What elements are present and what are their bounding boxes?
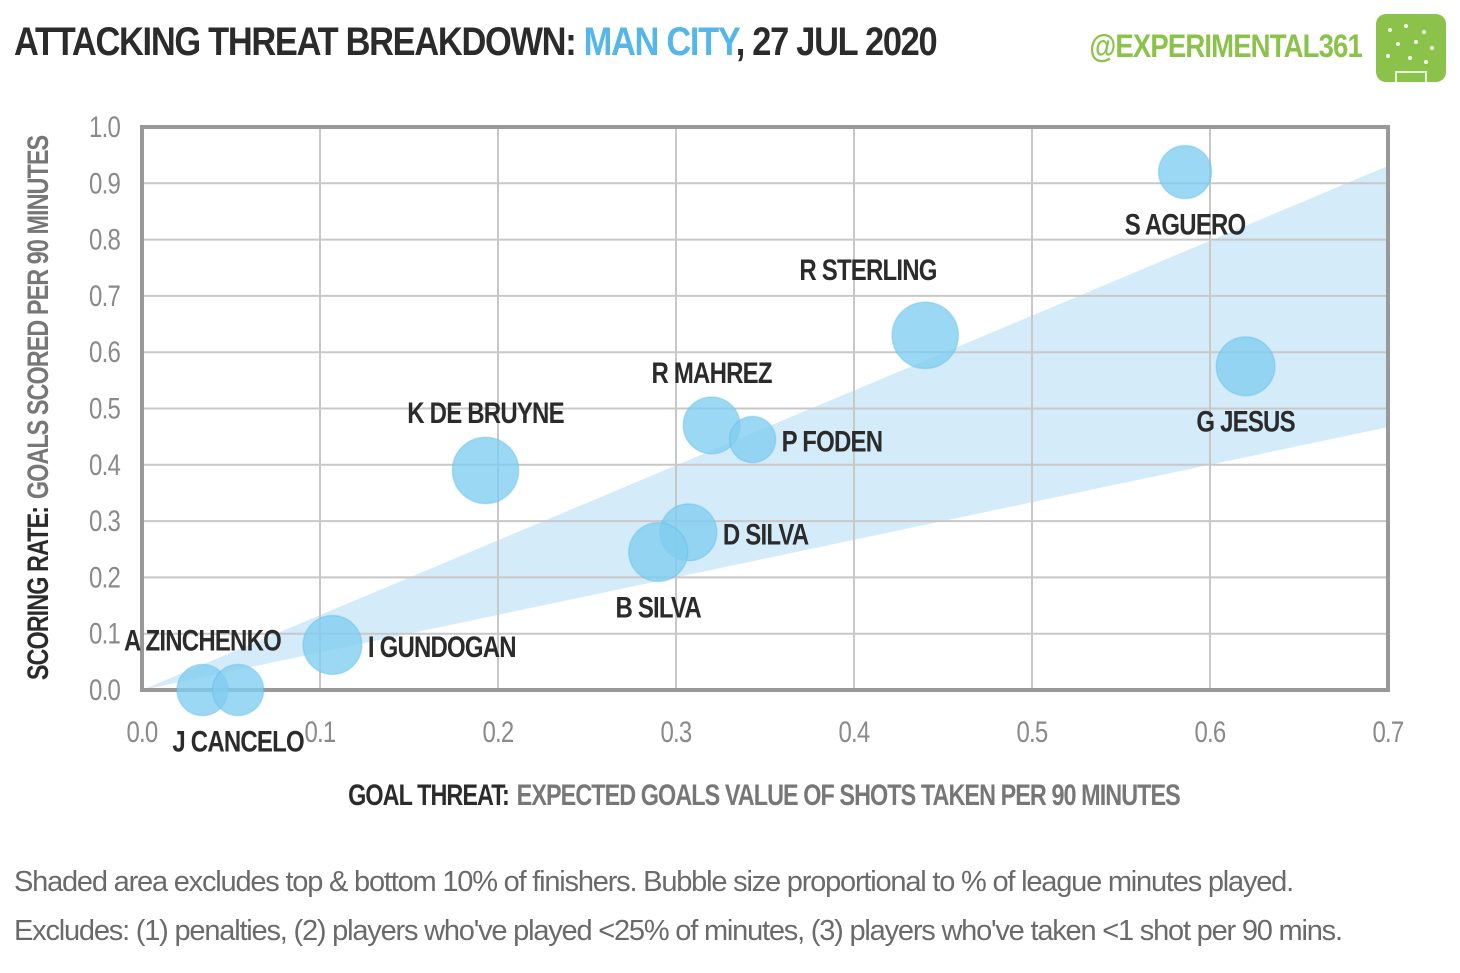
x-tick-label: 0.2 — [483, 714, 514, 748]
y-tick-label: 0.7 — [89, 278, 120, 312]
bubble-point — [211, 663, 265, 717]
title-prefix: ATTACKING THREAT BREAKDOWN: — [14, 20, 584, 64]
bubble-label: K DE BRUYNE — [407, 396, 564, 430]
plot-frame — [140, 125, 1390, 692]
y-tick-label: 0.6 — [89, 335, 120, 369]
title-suffix: , 27 JUL 2020 — [735, 20, 938, 64]
y-tick-label: 0.9 — [89, 166, 120, 200]
x-axis-label: GOAL THREAT: EXPECTED GOALS VALUE OF SHOT… — [348, 778, 1180, 811]
y-tick-label: 0.2 — [89, 560, 120, 594]
scatter-chart: S AGUERO R STERLING G JESUS R MAHREZ P FODEN… — [21, 109, 1404, 811]
bubble-point — [1157, 144, 1213, 200]
bubble-point — [302, 614, 363, 676]
x-tick-label: 0.0 — [127, 714, 159, 748]
y-axis-label: SCORING RATE: GOALS SCORED PER 90 MINUTES — [21, 136, 54, 680]
y-axis-label-bold: SCORING RATE: — [21, 507, 54, 680]
bubble-label: G JESUS — [1196, 404, 1295, 438]
bubble-point — [451, 436, 520, 505]
footer-note-1: Shaded area excludes top & bottom 10% of… — [14, 866, 1294, 898]
bubble-label: R MAHREZ — [651, 355, 771, 389]
x-axis-label-bold: GOAL THREAT: — [348, 778, 509, 811]
label-layer: S AGUERO R STERLING G JESUS R MAHREZ P FODEN… — [124, 207, 1296, 758]
tick-layer: 0.0 0.1 0.2 0.3 0.4 0.5 0.6 0.7 0.0 0.1 0.2 0.3 0.4 0… — [89, 109, 1404, 748]
bubble-label: S AGUERO — [1125, 207, 1246, 241]
bubble-point — [728, 415, 777, 464]
grid-layer — [140, 125, 1390, 692]
x-tick-label: 0.5 — [1017, 714, 1048, 748]
y-tick-label: 0.3 — [89, 503, 120, 537]
y-axis-label-rest: GOALS SCORED PER 90 MINUTES — [21, 136, 54, 499]
chart-title: ATTACKING THREAT BREAKDOWN: MAN CITY, 27… — [14, 20, 938, 65]
pitch-icon — [1376, 14, 1446, 82]
bubble-layer — [176, 144, 1276, 717]
title-team: MAN CITY — [583, 20, 737, 64]
bubble-label: J CANCELO — [172, 724, 303, 758]
bubble-point — [1215, 336, 1276, 397]
y-tick-label: 0.8 — [89, 222, 120, 256]
bubble-label: R STERLING — [799, 253, 936, 287]
y-tick-label: 0.4 — [89, 447, 121, 481]
footer-note-2: Excludes: (1) penalties, (2) players who… — [14, 915, 1343, 947]
x-tick-label: 0.1 — [305, 714, 336, 748]
x-axis-label-rest: EXPECTED GOALS VALUE OF SHOTS TAKEN PER … — [517, 778, 1180, 811]
bubble-label: A ZINCHENKO — [124, 623, 281, 657]
bubble-label: P FODEN — [782, 424, 883, 458]
y-tick-label: 0.1 — [89, 616, 120, 650]
y-tick-label: 1.0 — [89, 109, 121, 143]
y-tick-label: 0.5 — [89, 391, 120, 425]
y-tick-label: 0.0 — [89, 672, 121, 706]
bubble-label: B SILVA — [615, 590, 701, 624]
bubble-point — [891, 301, 960, 370]
bubble-point — [628, 521, 689, 583]
bubble-label: D SILVA — [723, 517, 809, 551]
twitter-handle: @EXPERIMENTAL361 — [1089, 28, 1362, 64]
bubble-label: I GUNDOGAN — [368, 629, 516, 663]
x-tick-label: 0.7 — [1373, 714, 1404, 748]
x-tick-label: 0.3 — [661, 714, 692, 748]
x-tick-label: 0.4 — [839, 714, 871, 748]
x-tick-label: 0.6 — [1195, 714, 1226, 748]
